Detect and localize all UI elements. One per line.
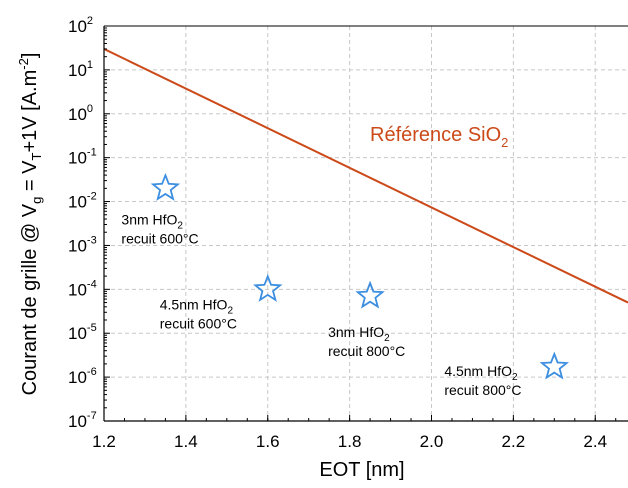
point-label-line1: 3nm HfO2 [121,211,183,231]
point-label-text: 4.5nm HfO [160,296,228,312]
y-tick-label: 10-6 [68,366,97,387]
x-axis-label: EOT [nm] [319,459,404,481]
star-icon [150,172,181,201]
reference-sio2-line [103,48,628,304]
point-label-line2: recuit 600°C [160,315,237,331]
x-tick-label: 2.0 [420,432,444,451]
grid [103,26,628,421]
x-axis-ticks: 1.2 1.4 1.6 1.8 2.0 2.2 2.4 [92,432,607,451]
point-label-text: 3nm HfO [121,211,177,227]
point-label-text: 3nm HfO [328,324,384,340]
point-label-line1: 3nm HfO2 [328,324,390,344]
y-tick-base: 10 [68,17,87,36]
y-tick-exponent: -4 [87,278,97,290]
y-tick-label: 101 [68,59,93,80]
y-tick-exponent: -5 [87,322,97,334]
y-tick-base: 10 [68,324,87,343]
y-tick-label: 10-5 [68,322,97,343]
y-tick-label: 10-4 [68,278,97,299]
y-tick-exponent: 1 [87,59,93,71]
y-tick-exponent: 0 [87,103,93,115]
x-tick-label: 1.4 [174,432,198,451]
y-tick-exponent: 2 [87,15,93,27]
point-label-text: 4.5nm HfO [444,363,512,379]
y-tick-label: 10-1 [68,147,97,168]
x-tick-label: 2.4 [583,432,607,451]
y-tick-exponent: -6 [87,366,97,378]
y-tick-exponent: -1 [87,147,97,159]
star-icon [355,280,385,309]
y-tick-label: 100 [68,103,93,124]
y-axis-label: Courant de grille @ Vg = VT+1V [A.m-2] [16,53,44,396]
x-tick-label: 1.8 [338,432,362,451]
y-tick-base: 10 [68,280,87,299]
point-label-subscript: 2 [512,372,518,383]
point-label-subscript: 2 [177,220,183,231]
y-tick-label: 10-3 [68,234,97,255]
data-points [150,172,570,380]
y-tick-base: 10 [68,368,87,387]
point-label-line1: 4.5nm HfO2 [444,363,518,383]
plot-frame [103,25,628,422]
y-tick-exponent: -7 [87,410,97,422]
x-tick-label: 2.2 [502,432,526,451]
x-tick-label: 1.2 [92,432,116,451]
y-tick-base: 10 [68,149,87,168]
y-tick-exponent: -2 [87,191,97,203]
y-tick-base: 10 [68,61,87,80]
point-label-subscript: 2 [384,333,390,344]
star-icon [253,273,283,302]
reference-line [103,48,628,304]
point-label-line2: recuit 600°C [121,230,198,246]
y-tick-base: 10 [68,193,87,212]
x-tick-label: 1.6 [256,432,280,451]
y-tick-label: 10-7 [68,410,97,431]
y-tick-exponent: -3 [87,234,97,246]
point-label-subscript: 2 [227,305,233,316]
point-label-line1: 4.5nm HfO2 [160,296,234,316]
y-tick-base: 10 [68,105,87,124]
reference-label: Référence SiO2 [370,124,508,150]
y-tick-label: 102 [68,15,93,36]
y-tick-base: 10 [68,236,87,255]
point-label-line2: recuit 800°C [444,382,521,398]
y-tick-label: 10-2 [68,191,97,212]
star-icon [539,351,570,380]
point-label-line2: recuit 800°C [328,343,405,359]
y-tick-base: 10 [68,412,87,431]
